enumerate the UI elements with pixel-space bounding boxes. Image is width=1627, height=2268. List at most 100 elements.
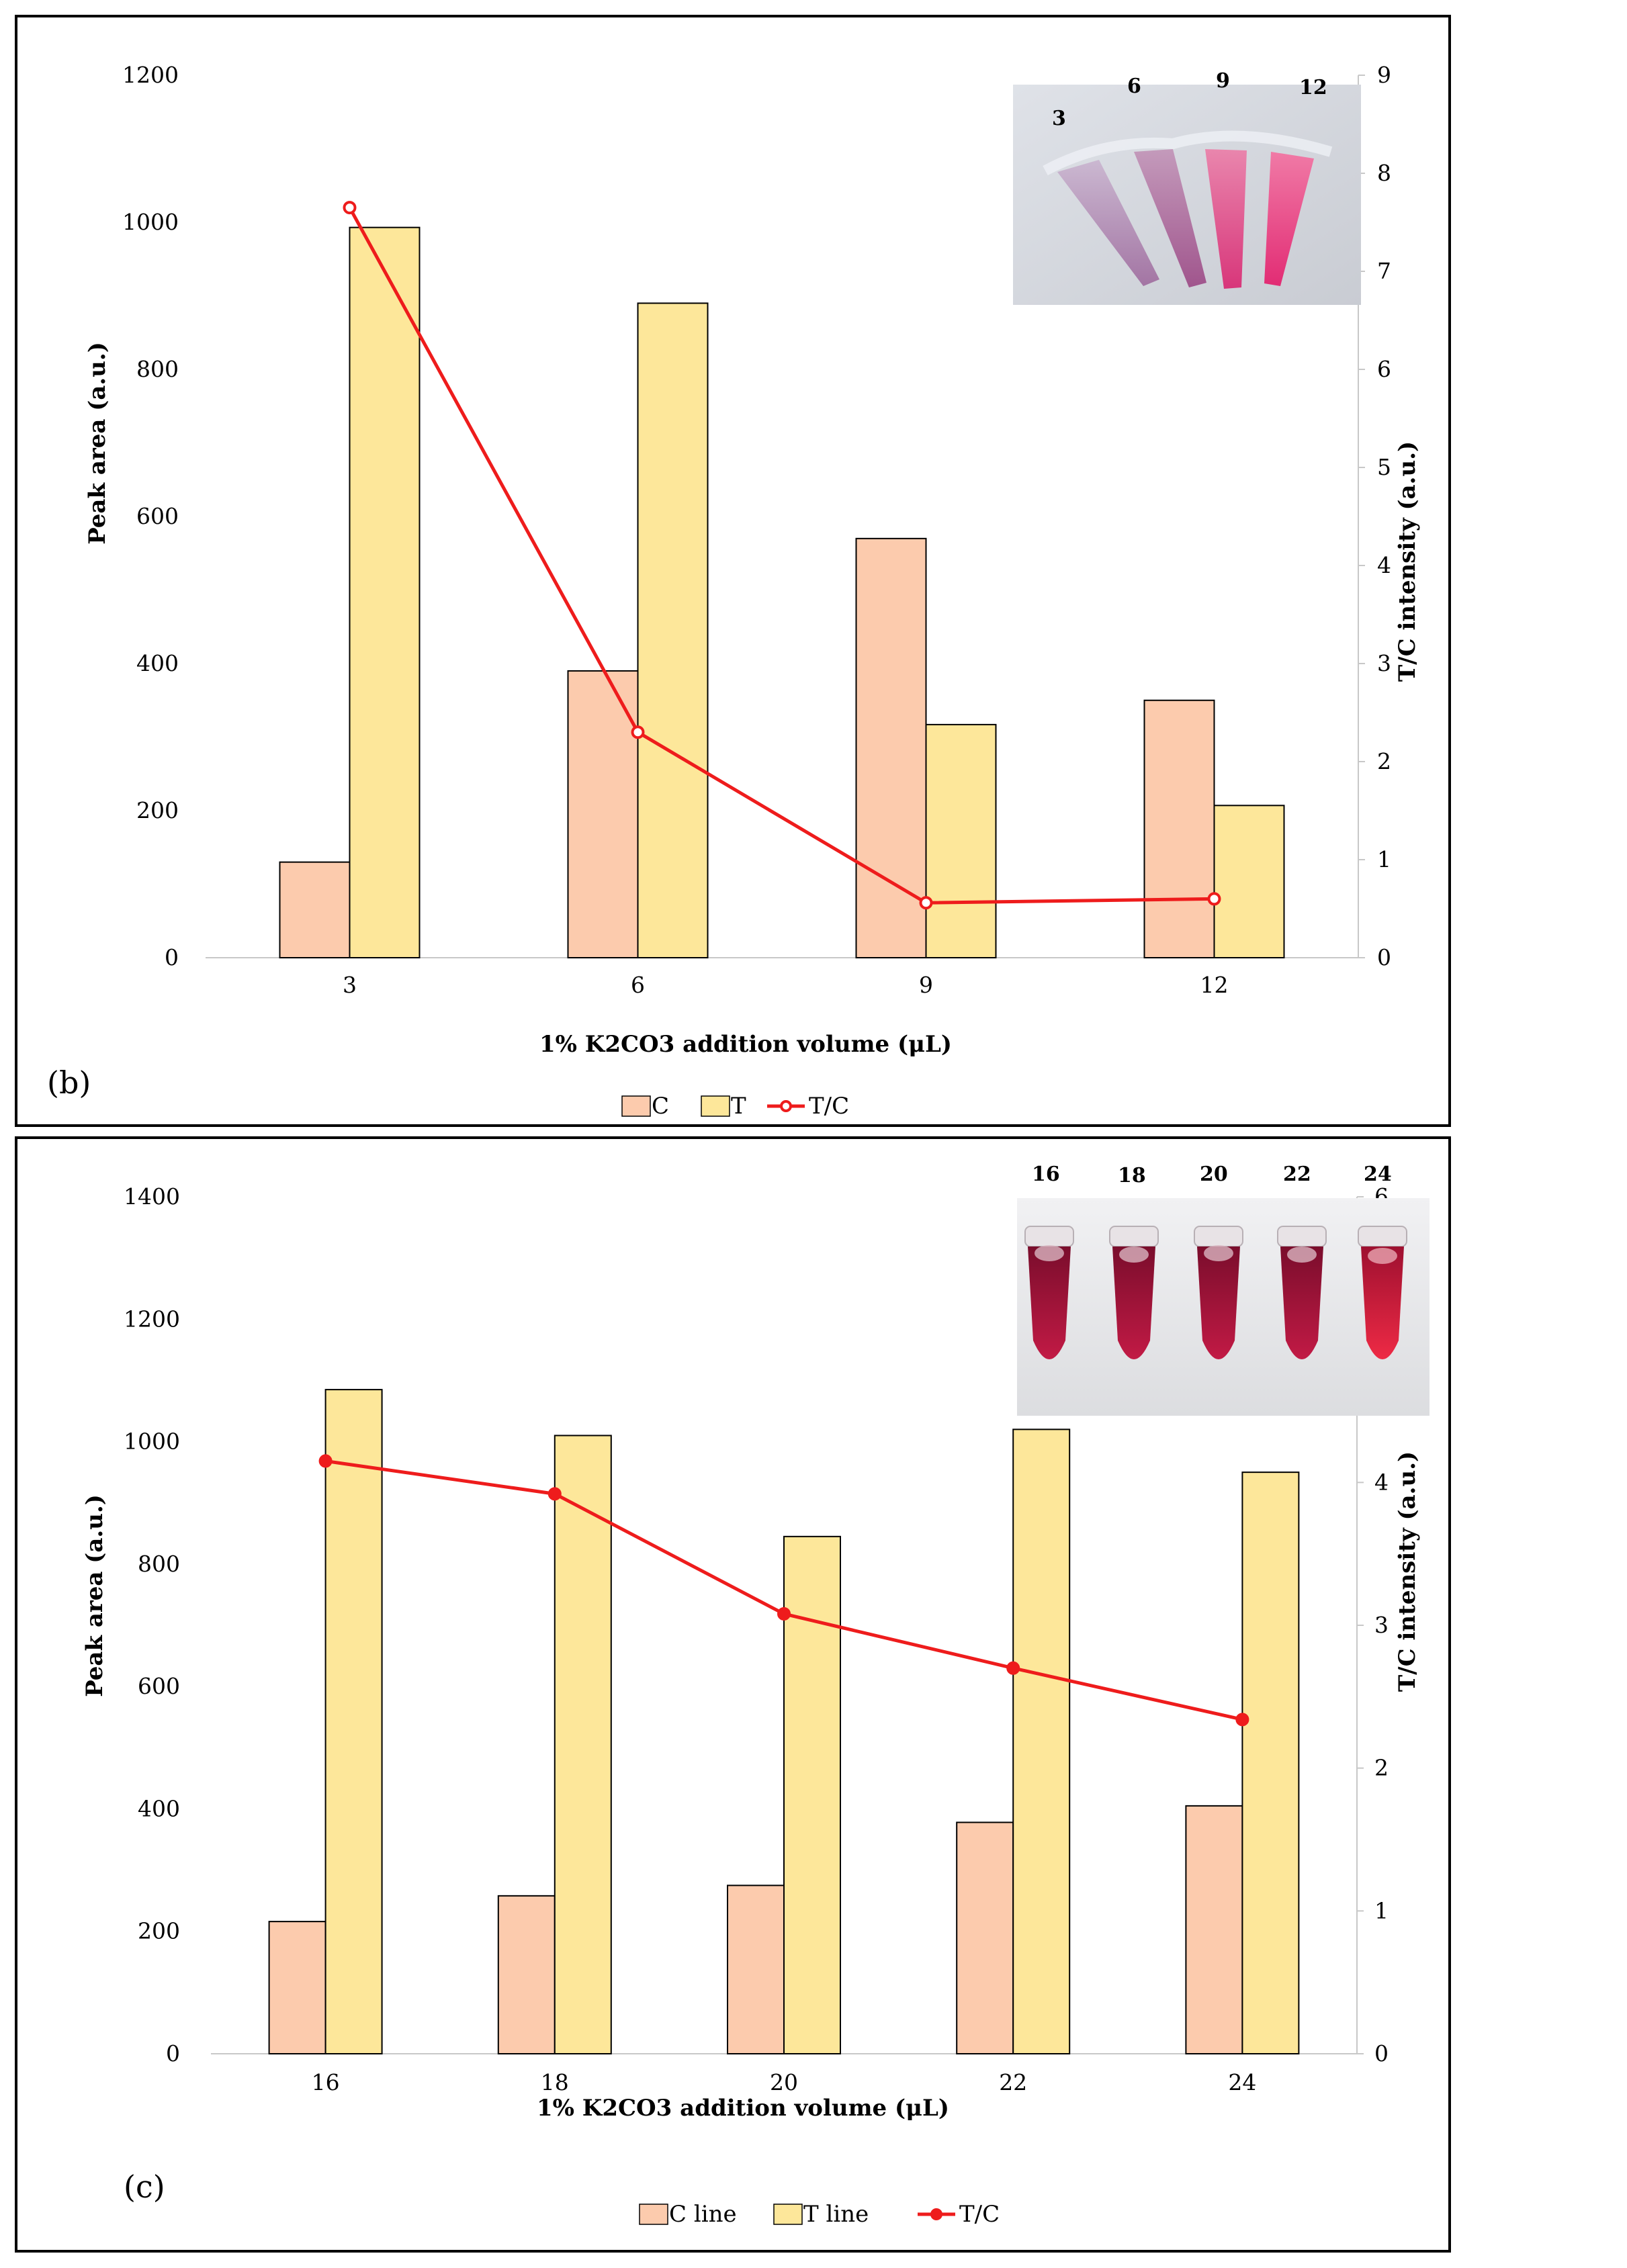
legend-swatch-t [701, 1095, 730, 1117]
legend-swatch-t [773, 2204, 803, 2225]
x-tick-label: 20 [770, 2069, 798, 2095]
y-axis-left-title: Peak area (a.u.) [84, 342, 111, 545]
tube-label: 20 [1200, 1163, 1228, 1186]
bar-t [349, 226, 421, 958]
bar-t [1213, 805, 1285, 958]
y-axis-right-title: T/C intensity (a.u.) [1394, 1451, 1421, 1692]
tc-point [1207, 892, 1221, 906]
legend-label-tc: T/C [959, 2201, 1000, 2228]
legend-label-c: C line [669, 2201, 737, 2228]
y-tick-label-left: 600 [136, 503, 179, 529]
x-tick-label: 16 [312, 2069, 340, 2095]
tube-label: 6 [1127, 75, 1141, 98]
tc-point [318, 1454, 333, 1468]
tube-icon [1134, 149, 1206, 287]
inset-tube-photo-c: 16 18 20 22 24 [1017, 1163, 1430, 1416]
y-axis-right-title: T/C intensity (a.u.) [1394, 441, 1421, 682]
legend-label-t: T [731, 1093, 746, 1120]
inset-tube-photo-b: 3 6 9 12 [1013, 69, 1361, 305]
tc-series-line [348, 206, 1215, 905]
tc-point [547, 1487, 562, 1501]
y-axis-left-title: Peak area (a.u.) [81, 1494, 108, 1697]
legend: C line T line T/C [639, 2201, 1000, 2228]
legend-swatch-c [621, 1095, 651, 1117]
y-tick-label-right: 4 [1374, 1469, 1389, 1495]
tube-icon [1024, 1226, 1074, 1359]
bar-t-line [1012, 1428, 1071, 2055]
legend: C T T/C [621, 1093, 849, 1120]
y-tick-label-left: 1400 [124, 1183, 180, 1210]
tube-icon [1264, 152, 1314, 286]
tube-icon [1277, 1226, 1327, 1359]
tube-icon [1358, 1226, 1407, 1359]
y-tick-label-right: 4 [1377, 552, 1391, 578]
tc-point [631, 725, 645, 739]
x-axis-title: 1% K2CO3 addition volume (μL) [539, 1031, 952, 1058]
y-tick-label-right: 0 [1377, 944, 1391, 970]
y-tick-label-right: 3 [1377, 650, 1391, 676]
legend-label-tc: T/C [809, 1093, 849, 1120]
tc-point [1006, 1661, 1020, 1675]
y-tick-label-right: 2 [1377, 748, 1391, 774]
tube-label: 24 [1364, 1163, 1392, 1186]
y-tick-label-right: 9 [1377, 62, 1391, 88]
y-tick-label-left: 800 [136, 356, 179, 382]
bar-t-line [554, 1435, 612, 2054]
y-tick-label-right: 2 [1374, 1755, 1389, 1781]
bar-t [925, 723, 997, 958]
tc-point [919, 896, 933, 910]
legend-swatch-c [639, 2204, 668, 2225]
x-tick-label: 3 [343, 972, 357, 998]
tc-point [777, 1606, 791, 1621]
x-tick-label: 9 [919, 972, 933, 998]
tc-point [1235, 1713, 1249, 1727]
bar-c [567, 670, 639, 958]
tube-label: 9 [1216, 69, 1230, 93]
y-tick-label-right: 0 [1374, 2040, 1389, 2067]
x-tick-label: 18 [541, 2069, 569, 2095]
y-tick-label-left: 200 [136, 797, 179, 823]
tc-point [343, 201, 357, 215]
bar-c-line [268, 1921, 326, 2055]
y-tick-label-left: 400 [138, 1795, 180, 1821]
x-tick-label: 22 [999, 2069, 1027, 2095]
y-tick-label-left: 0 [166, 2040, 180, 2067]
y-tick-label-right: 1 [1377, 846, 1391, 872]
bar-c-line [956, 1821, 1014, 2054]
bar-c-line [1185, 1805, 1243, 2054]
y-tick-label-left: 1200 [122, 62, 179, 88]
tube-icon [1109, 1226, 1159, 1359]
y-tick-label-left: 800 [138, 1551, 180, 1577]
bar-c [279, 861, 351, 959]
y-tick-label-left: 200 [138, 1918, 180, 1944]
y-tick-label-right: 5 [1377, 454, 1391, 480]
bar-c-line [727, 1885, 785, 2055]
x-axis-title: 1% K2CO3 addition volume (μL) [537, 2095, 949, 2122]
y-tick-label-left: 1000 [124, 1428, 180, 1455]
tube-icon [1205, 149, 1247, 289]
legend-label-t: T line [803, 2201, 869, 2228]
y-tick-label-right: 1 [1374, 1897, 1389, 1923]
y-tick-label-right: 3 [1374, 1612, 1389, 1638]
bar-t [637, 302, 709, 958]
bar-t-line [1241, 1471, 1300, 2054]
bar-t-line [324, 1389, 383, 2055]
x-tick-label: 24 [1228, 2069, 1256, 2095]
bar-t-line [783, 1535, 841, 2054]
tube-label: 16 [1032, 1163, 1060, 1186]
tube-icon [1194, 1226, 1243, 1359]
x-tick-label: 12 [1200, 972, 1229, 998]
bar-c-line [497, 1895, 556, 2055]
y-tick-label-left: 0 [165, 944, 179, 970]
panel-label: (b) [47, 1064, 91, 1101]
y-tick-label-left: 400 [136, 650, 179, 676]
tube-label: 3 [1052, 107, 1066, 130]
y-tick-label-right: 6 [1377, 356, 1391, 382]
x-tick-label: 6 [631, 972, 645, 998]
tube-icon [1057, 160, 1159, 286]
tube-label: 12 [1299, 76, 1327, 99]
